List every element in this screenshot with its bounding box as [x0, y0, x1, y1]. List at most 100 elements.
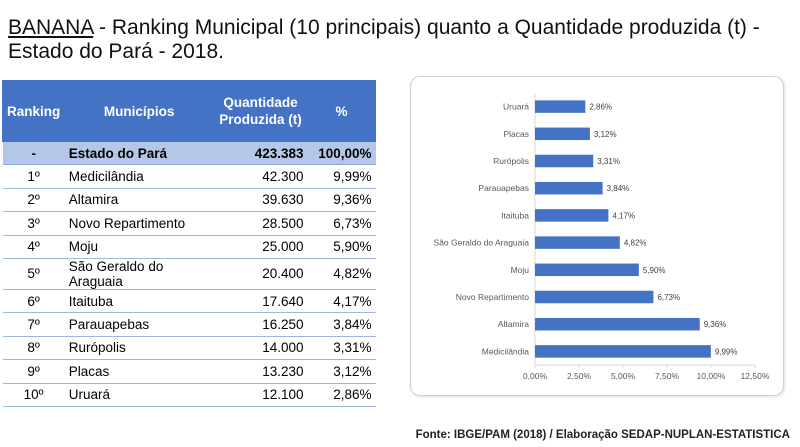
header-percent: %	[307, 80, 376, 142]
table-row: 7º Parauapebas 16.250 3,84%	[2, 312, 376, 337]
category-label: Altamira	[498, 319, 529, 329]
table-row: 1º Medicilândia 42.300 9,99%	[2, 164, 376, 189]
quantity-cell: 17.640	[213, 289, 308, 314]
category-label: Novo Repartimento	[456, 292, 530, 302]
chart-panel: Uruará 2,86% Placas 3,12% Rurópolis 3,31% Para…	[410, 76, 784, 396]
data-label: 6,73%	[657, 293, 680, 302]
table-row: 8º Rurópolis 14.000 3,31%	[2, 336, 376, 361]
bar	[535, 290, 654, 304]
state-name: Estado do Pará	[64, 141, 214, 166]
data-label: 4,82%	[624, 239, 647, 248]
state-pct: 100,00%	[307, 141, 376, 166]
title-description: - Ranking Municipal (10 principais) quan…	[8, 16, 760, 63]
category-label: Itaituba	[501, 210, 529, 220]
x-tick-label: 10,00%	[697, 371, 726, 381]
data-label: 9,36%	[704, 320, 727, 329]
bar	[535, 154, 594, 168]
table-row: 6º Itaituba 17.640 4,17%	[2, 289, 376, 314]
municipio-cell: Itaituba	[64, 289, 214, 314]
bar-chart: Uruará 2,86% Placas 3,12% Rurópolis 3,31% Para…	[434, 93, 770, 381]
ranking-table: Ranking Municípios Quantidade Produzida …	[1, 80, 376, 407]
rank-cell: 3º	[2, 211, 65, 236]
table-header-row: Ranking Municípios Quantidade Produzida …	[1, 80, 376, 142]
category-label: Rurópolis	[493, 156, 529, 166]
quantity-cell: 12.100	[213, 383, 308, 407]
state-rank: -	[2, 141, 65, 166]
table-row: 2º Altamira 39.630 9,36%	[2, 188, 376, 213]
table-row: 3º Novo Repartimento 28.500 6,73%	[2, 211, 376, 236]
municipio-cell: Moju	[64, 235, 214, 259]
table-row-state: - Estado do Pará 423.383 100,00%	[2, 141, 376, 166]
category-label: Medicilândia	[482, 346, 530, 356]
rank-cell: 1º	[2, 164, 65, 189]
table-row: 4º Moju 25.000 5,90%	[2, 235, 376, 259]
category-label: São Geraldo do Araguaia	[434, 238, 530, 248]
municipio-cell: Parauapebas	[64, 312, 214, 337]
quantity-cell: 28.500	[213, 211, 308, 236]
data-label: 9,99%	[715, 347, 738, 356]
percent-cell: 6,73%	[307, 211, 376, 236]
table-row: 9º Placas 13.230 3,12%	[2, 359, 376, 384]
municipio-cell: Altamira	[64, 188, 214, 213]
data-label: 4,17%	[612, 211, 635, 220]
category-label: Uruará	[503, 102, 529, 112]
bar	[535, 209, 609, 222]
quantity-cell: 42.300	[213, 164, 308, 189]
quantity-cell: 13.230	[213, 359, 308, 384]
bar	[535, 263, 639, 277]
municipio-cell: Novo Repartimento	[64, 211, 214, 236]
table-row: 5º São Geraldo do Araguaia 20.400 4,82%	[2, 258, 376, 290]
municipio-cell: Rurópolis	[64, 336, 214, 361]
header-ranking: Ranking	[1, 80, 66, 142]
percent-cell: 3,31%	[307, 336, 376, 361]
percent-cell: 3,84%	[307, 312, 376, 337]
header-quantidade: Quantidade Produzida (t)	[213, 80, 308, 142]
header-municipios: Municípios	[64, 80, 214, 142]
percent-cell: 5,90%	[307, 235, 376, 259]
percent-cell: 3,12%	[307, 359, 376, 384]
bar	[535, 100, 586, 113]
rank-cell: 9º	[2, 359, 65, 384]
data-label: 3,12%	[594, 130, 617, 139]
page-title: BANANA - Ranking Municipal (10 principai…	[8, 16, 788, 64]
category-label: Parauapebas	[478, 183, 529, 193]
percent-cell: 9,36%	[307, 188, 376, 213]
x-tick-label: 2,50%	[567, 371, 592, 381]
title-crop-name: BANANA	[8, 16, 94, 39]
x-tick-label: 7,50%	[655, 371, 680, 381]
quantity-cell: 25.000	[213, 235, 308, 259]
bar	[535, 345, 711, 358]
bar	[535, 181, 603, 195]
x-tick-label: 5,00%	[611, 371, 636, 381]
quantity-cell: 39.630	[213, 188, 308, 213]
category-label: Moju	[511, 265, 530, 275]
quantity-cell: 14.000	[213, 336, 308, 361]
bar	[535, 236, 620, 249]
x-tick-label: 0,00%	[523, 371, 548, 381]
x-tick-label: 12,50%	[741, 371, 770, 381]
rank-cell: 10º	[2, 383, 65, 407]
rank-cell: 5º	[2, 258, 65, 290]
data-label: 3,31%	[597, 157, 620, 166]
bar	[535, 127, 590, 141]
state-qty: 423.383	[213, 141, 308, 166]
percent-cell: 4,17%	[307, 289, 376, 314]
percent-cell: 2,86%	[307, 383, 376, 407]
municipio-cell: Medicilândia	[64, 164, 214, 189]
rank-cell: 6º	[2, 289, 65, 314]
quantity-cell: 16.250	[213, 312, 308, 337]
source-note: Fonte: IBGE/PAM (2018) / Elaboração SEDA…	[415, 429, 790, 441]
municipio-cell: Uruará	[64, 383, 214, 407]
percent-cell: 9,99%	[307, 164, 376, 189]
table-row: 10º Uruará 12.100 2,86%	[2, 383, 376, 407]
rank-cell: 7º	[2, 312, 65, 337]
data-label: 2,86%	[589, 103, 612, 112]
quantity-cell: 20.400	[213, 258, 308, 290]
rank-cell: 4º	[2, 235, 65, 259]
data-label: 5,90%	[643, 266, 666, 275]
category-label: Placas	[503, 129, 529, 139]
data-label: 3,84%	[607, 184, 630, 193]
municipio-cell: São Geraldo do Araguaia	[64, 258, 214, 290]
bar	[535, 317, 700, 331]
rank-cell: 8º	[2, 336, 65, 361]
